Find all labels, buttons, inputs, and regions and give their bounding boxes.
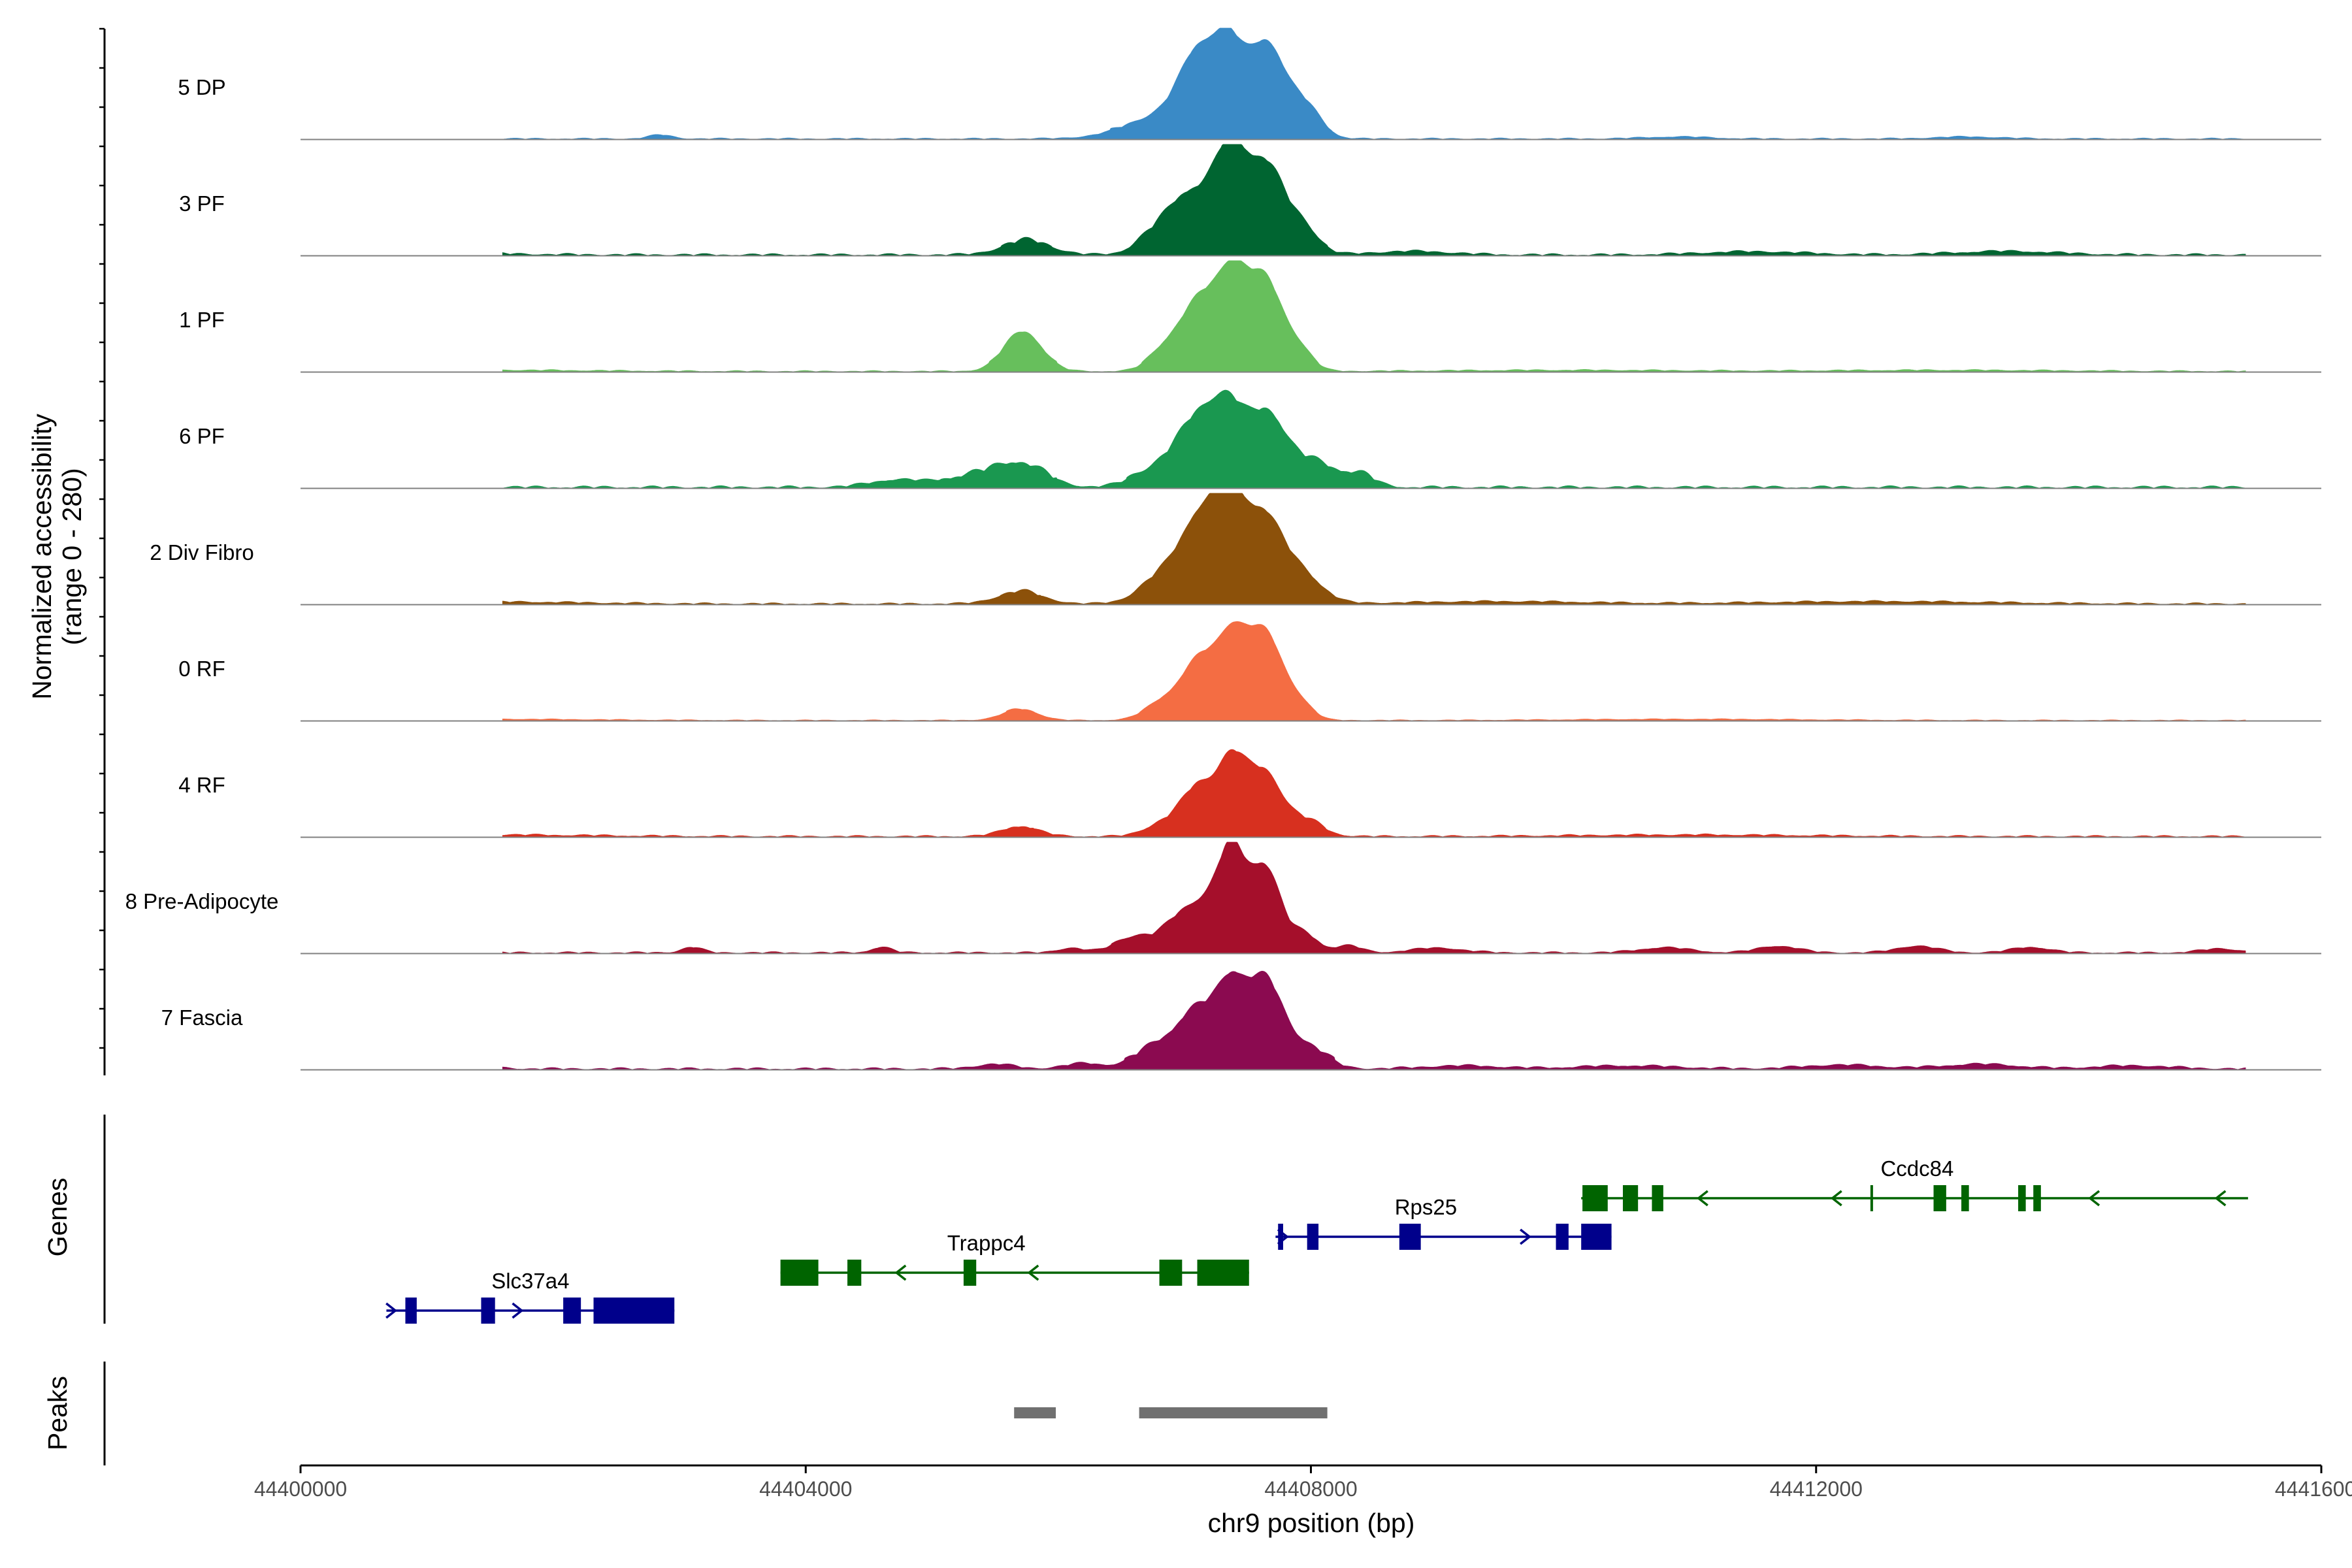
track-label: 1 PF — [179, 308, 225, 332]
x-tick-label: 44404000 — [759, 1477, 852, 1501]
gene-exon — [1582, 1185, 1608, 1211]
x-axis-title: chr9 position (bp) — [1208, 1508, 1415, 1538]
coverage-area — [502, 749, 2246, 838]
gene-exon — [1307, 1224, 1319, 1250]
coverage-tracks — [301, 27, 2321, 1071]
track-label: 6 PF — [179, 424, 225, 448]
gene-exon — [1622, 1185, 1639, 1211]
track-labels: 5 DP 3 PF 1 PF 6 PF 2 Div Fibro 0 RF 4 RF 8 Pre… — [125, 75, 279, 1030]
coverage-area — [502, 260, 2246, 372]
track-label: 7 Fascia — [161, 1005, 243, 1030]
gene-exon — [1652, 1185, 1663, 1211]
gene-exon — [1399, 1224, 1421, 1250]
gene-annotation-track: Slc37a4 Trappc4 Rps25 Ccdc84 — [103, 1115, 2248, 1324]
gene-exon — [1278, 1224, 1283, 1250]
strand-arrow — [2214, 1190, 2227, 1207]
gene-exon — [1197, 1260, 1249, 1286]
strand-arrow — [385, 1302, 398, 1319]
track-label: 4 RF — [178, 773, 225, 797]
gene-exon — [1159, 1260, 1183, 1286]
y-axis-title-line2: (range 0 - 280) — [57, 468, 87, 645]
track-label: 8 Pre-Adipocyte — [125, 889, 279, 913]
gene-exon — [593, 1298, 675, 1324]
peak-region — [1139, 1407, 1328, 1418]
strand-arrow — [1830, 1190, 1842, 1207]
coverage-area — [502, 621, 2246, 721]
gene-exon — [2018, 1185, 2026, 1211]
gene-exon — [847, 1260, 862, 1286]
y-axis-title-line1: Normalized accessibility — [27, 414, 57, 700]
peaks-panel-label: Peaks — [42, 1376, 73, 1450]
coverage-area — [502, 493, 2246, 605]
gene-exon — [1581, 1224, 1612, 1250]
x-tick-label: 44400000 — [254, 1477, 347, 1501]
strand-arrow — [894, 1264, 907, 1281]
gene-exon — [780, 1260, 819, 1286]
peak-region — [1014, 1407, 1056, 1418]
gene-label: Rps25 — [1395, 1195, 1457, 1219]
coverage-area — [502, 841, 2246, 954]
strand-arrow — [1520, 1228, 1531, 1245]
gene-exon — [405, 1298, 417, 1324]
x-tick-label: 44408000 — [1264, 1477, 1357, 1501]
gene-label: Trappc4 — [947, 1231, 1026, 1255]
x-axis: 44400000 44404000 44408000 44412000 44416000 — [254, 1464, 2352, 1501]
gene-exon — [1933, 1185, 1946, 1211]
gene-exon — [963, 1260, 977, 1286]
gene-exon — [563, 1298, 581, 1324]
strand-arrow — [1027, 1264, 1039, 1281]
strand-arrow — [1696, 1190, 1708, 1207]
gene-exon — [2033, 1185, 2041, 1211]
coverage-area — [502, 389, 2246, 489]
track-label: 2 Div Fibro — [150, 540, 254, 564]
gene-label: Ccdc84 — [1880, 1156, 1953, 1181]
gene-exon — [1870, 1185, 1873, 1211]
coverage-y-axis — [99, 27, 106, 1075]
gene-exon — [1556, 1224, 1569, 1250]
coverage-area — [502, 27, 2246, 140]
genes-panel-label: Genes — [42, 1178, 73, 1257]
x-tick-label: 44412000 — [1770, 1477, 1863, 1501]
track-label: 3 PF — [179, 191, 225, 216]
track-label: 0 RF — [178, 657, 225, 681]
peak-track — [103, 1362, 1328, 1465]
gene-exon — [481, 1298, 495, 1324]
gene-label: Slc37a4 — [491, 1269, 569, 1293]
gene-exon — [1961, 1185, 1969, 1211]
x-tick-label: 44416000 — [2275, 1477, 2352, 1501]
strand-arrow — [2088, 1190, 2100, 1207]
strand-arrow — [512, 1302, 524, 1319]
track-label: 5 DP — [178, 75, 225, 99]
coverage-area — [502, 970, 2246, 1070]
coverage-area — [502, 144, 2246, 256]
